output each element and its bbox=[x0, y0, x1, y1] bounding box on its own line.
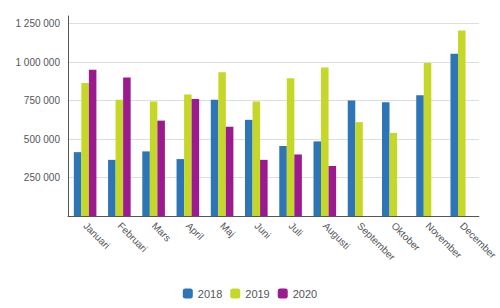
svg-text:Juli: Juli bbox=[287, 220, 305, 238]
svg-text:1 000 000: 1 000 000 bbox=[16, 57, 61, 68]
svg-text:Februari: Februari bbox=[115, 220, 149, 254]
svg-text:250 000: 250 000 bbox=[24, 172, 61, 183]
svg-text:December: December bbox=[458, 220, 499, 261]
svg-text:1 250 000: 1 250 000 bbox=[16, 18, 61, 29]
svg-text:November: November bbox=[423, 220, 464, 261]
svg-text:2020: 2020 bbox=[293, 288, 317, 300]
svg-text:Mars: Mars bbox=[150, 220, 173, 243]
svg-text:April: April bbox=[184, 220, 206, 242]
svg-text:Oktober: Oktober bbox=[389, 220, 422, 253]
svg-text:Juni: Juni bbox=[252, 220, 273, 241]
svg-text:750 000: 750 000 bbox=[24, 95, 61, 106]
svg-text:2018: 2018 bbox=[198, 288, 222, 300]
svg-text:Augusti: Augusti bbox=[321, 220, 352, 251]
svg-text:500 000: 500 000 bbox=[24, 134, 61, 145]
svg-text:September: September bbox=[355, 220, 398, 263]
svg-text:2019: 2019 bbox=[245, 288, 269, 300]
svg-text:Januari: Januari bbox=[81, 220, 112, 251]
svg-text:Maj: Maj bbox=[218, 220, 237, 239]
